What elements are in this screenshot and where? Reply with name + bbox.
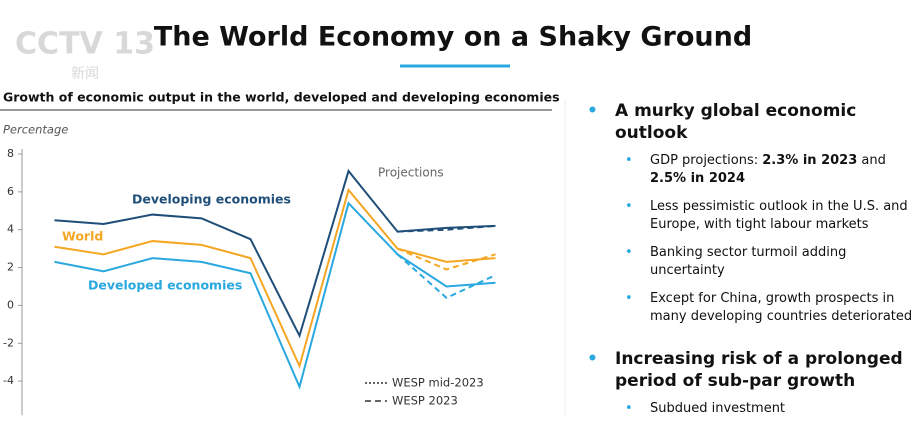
y-tick-label: -2 xyxy=(3,336,14,349)
page-title: The World Economy on a Shaky Ground xyxy=(154,22,752,53)
annotation: Projections xyxy=(378,166,444,180)
bullet-text: Less pessimistic outlook in the U.S. and… xyxy=(650,199,908,232)
series-line xyxy=(54,187,496,369)
y-tick-label: 0 xyxy=(7,298,14,311)
bullet-text: 2.5% in 2024 xyxy=(650,171,745,186)
bullet: Banking sector turmoil adding uncertaint… xyxy=(585,244,915,280)
bullet-text: Subdued investment xyxy=(650,401,786,416)
page: CCTV 13 新闻 The World Economy on a Shaky … xyxy=(0,0,920,416)
bullet: Except for China, growth prospects in ma… xyxy=(585,290,915,326)
y-tick-label: 8 xyxy=(7,147,14,160)
series-label: Developed economies xyxy=(88,278,242,293)
bullet-panel: A murky global economic outlook GDP proje… xyxy=(585,100,915,440)
bullet-text: 2.3% in 2023 xyxy=(762,153,858,168)
chart-title: Growth of economic output in the world, … xyxy=(3,90,560,105)
alt-series-line xyxy=(396,253,496,300)
y-tick-label: 6 xyxy=(7,185,14,198)
section-heading: Increasing risk of a prolonged period of… xyxy=(585,348,915,392)
bullet-text: and xyxy=(857,153,886,168)
chart: CCTV 13 新闻 The World Economy on a Shaky … xyxy=(0,22,752,416)
section-heading: A murky global economic outlook xyxy=(585,100,915,144)
legend-label: WESP 2023 xyxy=(392,394,458,408)
logo-subtext: 新闻 xyxy=(71,66,99,82)
bullet: GDP projections: 2.3% in 2023 and 2.5% i… xyxy=(585,152,915,188)
series-label: Developing economies xyxy=(132,192,291,207)
series-label: World xyxy=(62,229,103,244)
bullet-text: GDP projections: xyxy=(650,153,763,168)
bullet-text: Banking sector turmoil adding uncertaint… xyxy=(650,245,847,278)
bullet-text: Except for China, growth prospects in ma… xyxy=(650,291,913,324)
section: Increasing risk of a prolonged period of… xyxy=(585,348,915,418)
alt-series-line xyxy=(397,224,496,233)
alt-series-line xyxy=(397,247,496,271)
y-tick-label: 4 xyxy=(7,223,14,236)
y-axis-label: Percentage xyxy=(3,123,68,137)
series-line xyxy=(54,201,496,390)
y-tick-label: 2 xyxy=(7,261,14,274)
legend-label: WESP mid-2023 xyxy=(392,376,484,390)
bullet: Less pessimistic outlook in the U.S. and… xyxy=(585,198,915,234)
logo: CCTV 13 xyxy=(15,27,155,62)
bullet: Subdued investment xyxy=(585,400,915,418)
y-tick-label: -4 xyxy=(3,374,14,387)
section: A murky global economic outlook GDP proje… xyxy=(585,100,915,326)
